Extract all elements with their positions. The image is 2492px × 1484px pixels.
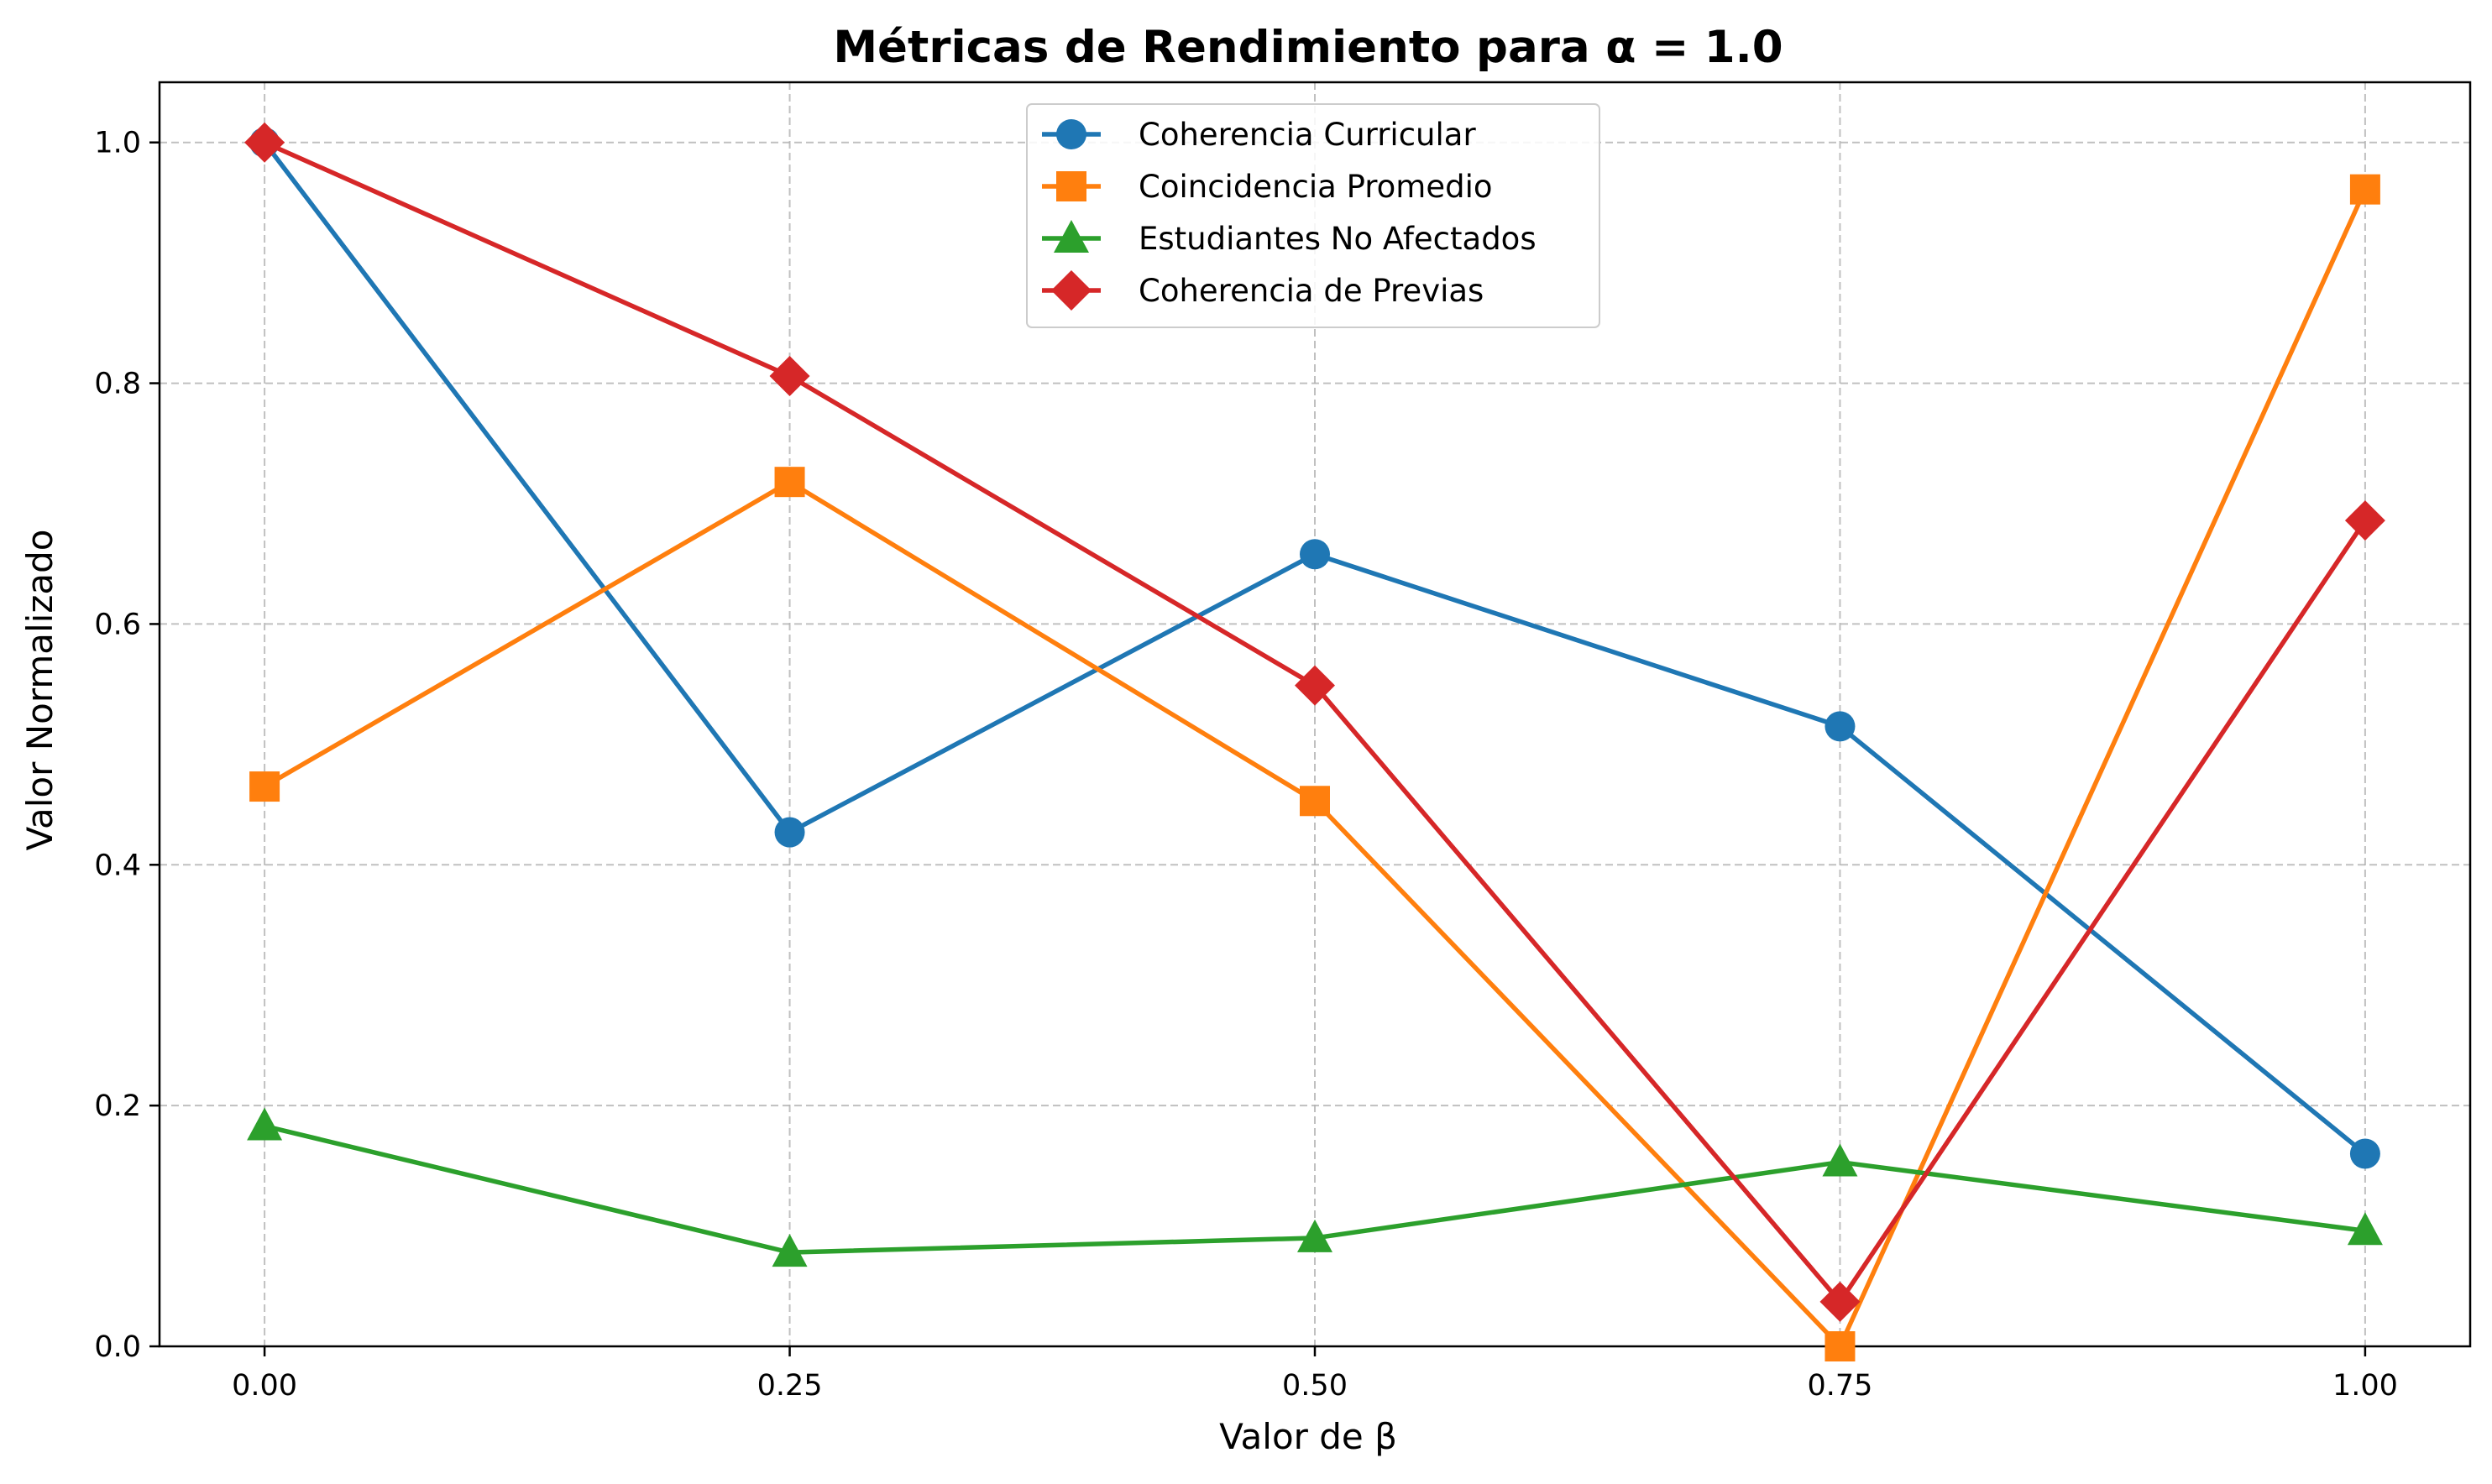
- y-tick-label: 0.0: [94, 1330, 141, 1364]
- data-point: [2347, 1212, 2383, 1246]
- legend-item: Estudiantes No Afectados: [1042, 220, 1537, 257]
- series-coincidencia-promedio: [249, 174, 2380, 1361]
- series-estudiantes-no-afectados: [247, 1107, 2383, 1267]
- data-point: [1819, 1281, 1861, 1322]
- legend-box: [1026, 103, 1600, 328]
- data-point: [772, 1234, 808, 1267]
- data-point: [249, 771, 280, 802]
- x-tick-label: 0.00: [232, 1369, 297, 1403]
- data-point: [2344, 500, 2385, 541]
- y-tick-label: 1.0: [94, 127, 141, 160]
- data-point: [1824, 1331, 1856, 1361]
- data-point: [769, 355, 810, 396]
- legend-marker: [1056, 119, 1086, 149]
- legend-label: Coherencia de Previas: [1139, 273, 1484, 309]
- legend-label: Coherencia Curricular: [1139, 117, 1476, 153]
- legend-label: Estudiantes No Afectados: [1139, 221, 1537, 257]
- legend-marker: [1051, 270, 1092, 311]
- x-tick-label: 0.50: [1282, 1369, 1348, 1403]
- legend-marker: [1056, 171, 1086, 201]
- legend: Coherencia Curricular Coincidencia Promed…: [1026, 103, 1600, 328]
- series-group: [244, 122, 2385, 1361]
- data-point: [1300, 539, 1330, 570]
- data-point: [774, 467, 805, 498]
- legend-marker: [1054, 220, 1089, 253]
- x-tick-label: 1.00: [2332, 1369, 2398, 1403]
- data-point: [774, 817, 805, 848]
- y-tick-label: 0.8: [94, 368, 141, 401]
- y-tick-label: 0.2: [94, 1089, 141, 1123]
- data-point: [244, 122, 285, 163]
- data-point: [1824, 711, 1856, 742]
- data-point: [1822, 1143, 1858, 1177]
- y-tick-label: 0.4: [94, 849, 141, 882]
- data-point: [1297, 1219, 1332, 1252]
- chart-title: Métricas de Rendimiento para α = 1.0: [833, 22, 1783, 73]
- legend-item: Coincidencia Promedio: [1042, 169, 1493, 205]
- axes: 0.00 0.25 0.50 0.75 1.00 0.0 0.2 0.4 0.6 0.8 1.0: [94, 81, 2472, 1403]
- data-point: [1300, 786, 1330, 817]
- data-point: [1295, 665, 1335, 706]
- data-point: [2349, 1138, 2380, 1169]
- series-coherencia-de-previas: [244, 122, 2385, 1322]
- data-point: [2349, 174, 2380, 205]
- x-tick-label: 0.25: [757, 1369, 823, 1403]
- legend-item: Coherencia de Previas: [1042, 270, 1484, 311]
- legend-label: Coincidencia Promedio: [1139, 169, 1493, 205]
- y-tick-label: 0.6: [94, 608, 141, 641]
- legend-item: Coherencia Curricular: [1042, 117, 1476, 153]
- x-tick-label: 0.75: [1807, 1369, 1872, 1403]
- y-axis-label: Valor Normalizado: [19, 530, 60, 851]
- data-point: [247, 1107, 283, 1141]
- x-axis-label: Valor de β: [1219, 1416, 1397, 1457]
